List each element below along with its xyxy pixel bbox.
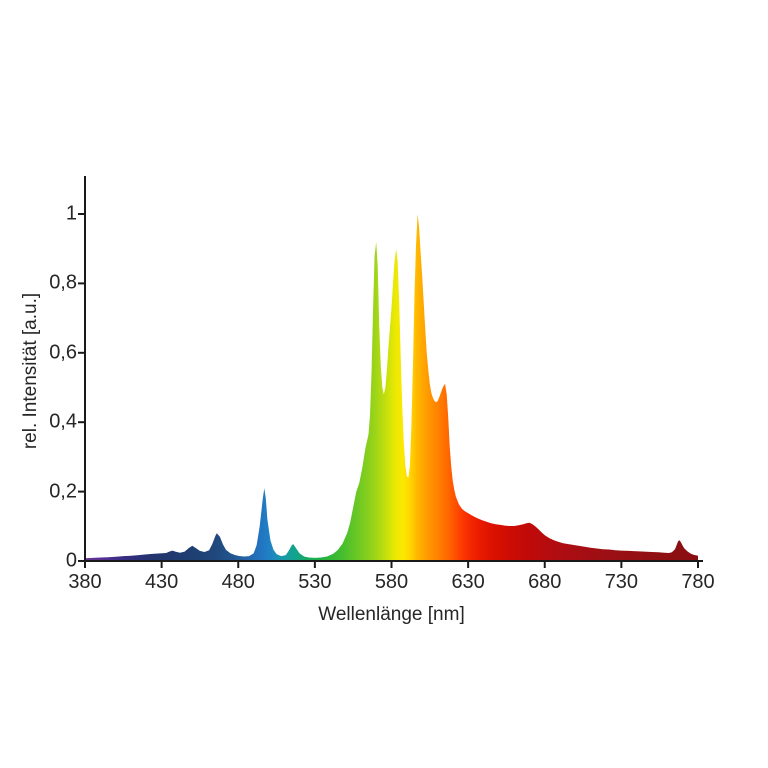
- x-tick-label: 780: [681, 571, 715, 593]
- y-tick-label: 0: [65, 549, 77, 572]
- x-tick-label: 630: [451, 571, 485, 593]
- y-tick-label: 1: [65, 202, 77, 225]
- x-tick-label: 430: [144, 571, 179, 593]
- x-tick-label: 530: [298, 571, 332, 593]
- x-tick-label: 580: [374, 571, 409, 593]
- x-tick-label: 380: [68, 571, 102, 593]
- y-tick-label: 0,8: [49, 271, 77, 294]
- x-tick-label: 680: [528, 571, 562, 593]
- x-tick-label: 730: [604, 571, 639, 593]
- y-tick-label: 0,4: [49, 410, 77, 433]
- x-axis-title: Wellenlänge [nm]: [318, 604, 465, 625]
- y-tick-label: 0,6: [49, 341, 77, 364]
- x-tick-label: 480: [221, 571, 255, 593]
- spectrum-area-series: [85, 214, 698, 561]
- y-tick-label: 0,2: [49, 480, 77, 503]
